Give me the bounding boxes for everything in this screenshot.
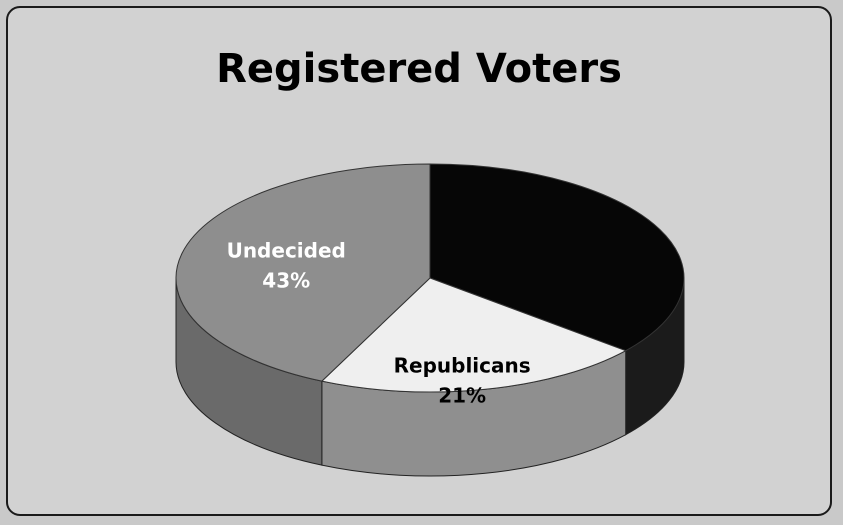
chart-frame: Registered Voters Republicans 21% Undecide… bbox=[6, 6, 832, 516]
slice-label-2: Undecided bbox=[227, 239, 346, 263]
pie-labels: Republicans 21% Undecided 43% bbox=[227, 239, 531, 408]
pie-side-walls bbox=[175, 277, 685, 477]
slice-value-1: 21% bbox=[438, 384, 486, 408]
pie-chart: Republicans 21% Undecided 43% bbox=[175, 163, 685, 477]
slice-value-2: 43% bbox=[262, 269, 310, 293]
slice-label-1: Republicans bbox=[394, 354, 531, 378]
pie-slice-2 bbox=[175, 163, 431, 382]
chart-title: Registered Voters bbox=[216, 46, 622, 92]
pie-top bbox=[175, 163, 685, 393]
pie-slice-1 bbox=[320, 277, 627, 393]
pie-slice-0 bbox=[429, 163, 685, 352]
